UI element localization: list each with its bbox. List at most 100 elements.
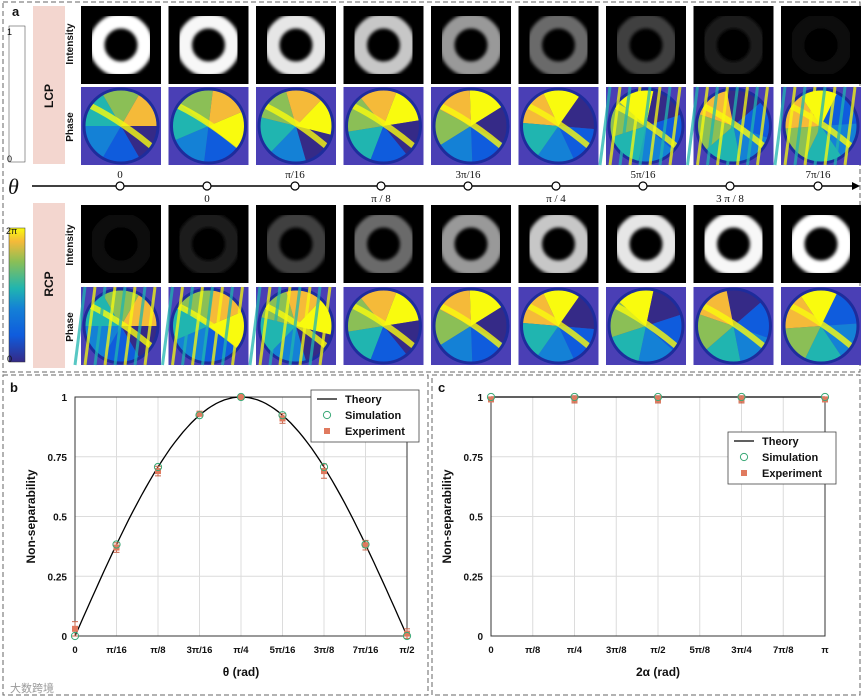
simulation-point	[195, 411, 204, 420]
legend-entry-label: Simulation	[762, 452, 819, 464]
x-tick-label: π/2	[399, 645, 414, 656]
theta-upper-tick-label: 5π/16	[630, 169, 656, 181]
panel-a-label: a	[12, 4, 20, 19]
panel-b-label: b	[10, 380, 18, 395]
theta-tick-marker	[202, 181, 212, 191]
x-tick-label: π	[821, 645, 829, 656]
panel-a-frame	[2, 1, 861, 373]
simulation-point	[236, 392, 246, 402]
rcp-phase-row-label: Phase	[65, 312, 76, 342]
theta-tick-marker	[290, 181, 300, 191]
y-tick-label: 0.5	[53, 513, 67, 524]
y-tick-label: 0	[61, 632, 67, 643]
x-axis-label: θ (rad)	[223, 665, 260, 679]
experiment-point	[404, 630, 410, 637]
lcp-phase-image	[256, 87, 336, 165]
lcp-phase-image	[431, 87, 511, 165]
rcp-phase-image	[693, 287, 774, 365]
lcp-intensity-image	[431, 6, 511, 84]
rcp-phase-image	[518, 287, 599, 365]
simulation-point	[112, 540, 121, 549]
rcp-intensity-image	[781, 205, 861, 283]
lcp-phase-image	[168, 87, 249, 165]
x-tick-label: 5π/16	[270, 645, 296, 656]
y-tick-label: 0.25	[464, 572, 484, 583]
lcp-intensity-image	[693, 6, 774, 84]
x-tick-label: π/4	[233, 645, 249, 656]
rcp-phase-image	[161, 286, 249, 366]
rcp-phase-image	[248, 286, 336, 366]
theta-tick-marker	[463, 181, 473, 191]
experiment-point	[571, 396, 578, 403]
theta-tick-marker	[725, 181, 735, 191]
legend-experiment-swatch	[741, 470, 747, 476]
x-tick-label: π/8	[525, 645, 540, 656]
lcp-phase-image	[81, 87, 161, 165]
panel-b-frame	[2, 374, 429, 696]
theta-tick-marker	[813, 181, 823, 191]
legend-simulation-swatch	[322, 410, 332, 420]
y-tick-label: 0	[477, 632, 483, 643]
phase-colorbar-bottom: 0	[7, 354, 12, 364]
rcp-band	[33, 203, 65, 368]
chart-c: 0 0.25 0.5 0.75 1 0 π/8 π/4 3π/8 π/2 5π/8 3π/4 7π/8 π…	[440, 392, 837, 679]
lcp-intensity-image	[781, 6, 861, 84]
theta-upper-tick-label: 3π/16	[455, 169, 481, 181]
y-axis-label: Non-separability	[24, 469, 38, 563]
rcp-phase-image	[343, 287, 424, 365]
theta-axis: 0 π/16 3π/16 5π/16 7π/16 0 π / 8 π / 4 3 π / 8	[115, 169, 831, 205]
rcp-intensity-image	[81, 205, 161, 283]
legend-entry-label: Theory	[345, 394, 383, 406]
simulation-point	[820, 392, 830, 402]
simulation-point	[361, 540, 370, 549]
experiment-point	[238, 394, 244, 400]
lcp-intensity-image	[606, 6, 686, 84]
simulation-point	[486, 392, 496, 402]
x-tick-label: 7π/16	[353, 645, 379, 656]
lcp-intensity-row-label: Intensity	[65, 23, 76, 65]
experiment-point	[655, 396, 661, 403]
theta-tick-marker	[551, 181, 561, 191]
phase-colorbar	[8, 227, 26, 363]
x-tick-label: 3π/8	[314, 645, 334, 656]
legend-entry-label: Experiment	[762, 468, 822, 480]
rcp-intensity-image	[168, 205, 249, 283]
rcp-intensity-image	[343, 205, 424, 283]
x-axis-label: 2α (rad)	[636, 665, 680, 679]
simulation-point	[319, 462, 329, 472]
rcp-phase-image	[781, 287, 861, 365]
rcp-intensity-row-label: Intensity	[65, 224, 76, 266]
rcp-phase-image	[431, 287, 511, 365]
x-tick-label: π/4	[567, 645, 583, 656]
lcp-phase-image	[343, 87, 424, 165]
lcp-phase-image	[686, 86, 774, 166]
rcp-intensity-image	[693, 205, 774, 283]
rcp-intensity-image	[518, 205, 599, 283]
lcp-phase-image	[773, 86, 861, 166]
theta-upper-tick-label: 7π/16	[805, 169, 831, 181]
simulation-point	[153, 462, 163, 472]
watermark: 大数跨境	[10, 681, 54, 695]
theta-upper-tick-label: 0	[117, 169, 123, 181]
panel-c-frame	[431, 374, 861, 696]
experiment-point	[488, 396, 494, 403]
lcp-band	[33, 6, 65, 164]
legend-simulation-swatch	[739, 452, 749, 462]
chart-b: 0 0.25 0.5 0.75 1 0 π/16 π/8 3π/16 π/4 5π/16 3π/8 7π…	[24, 389, 420, 679]
y-tick-label: 1	[477, 393, 483, 404]
x-tick-label: 5π/8	[690, 645, 710, 656]
simulation-point	[737, 392, 746, 402]
rcp-phase-image	[73, 286, 161, 366]
experiment-point	[738, 396, 745, 403]
y-axis-label: Non-separability	[440, 469, 454, 563]
phase-colorbar-top: 2π	[6, 226, 17, 236]
x-tick-label: 0	[72, 645, 77, 656]
legend-entry-label: Theory	[762, 436, 800, 448]
rcp-intensity-image	[606, 205, 686, 283]
theta-lower-tick-label: π / 4	[546, 193, 566, 205]
simulation-point	[653, 392, 663, 402]
panel-a-image-grid	[73, 6, 861, 366]
x-tick-label: π/16	[106, 645, 126, 656]
theta-upper-tick-label: π/16	[285, 169, 305, 181]
